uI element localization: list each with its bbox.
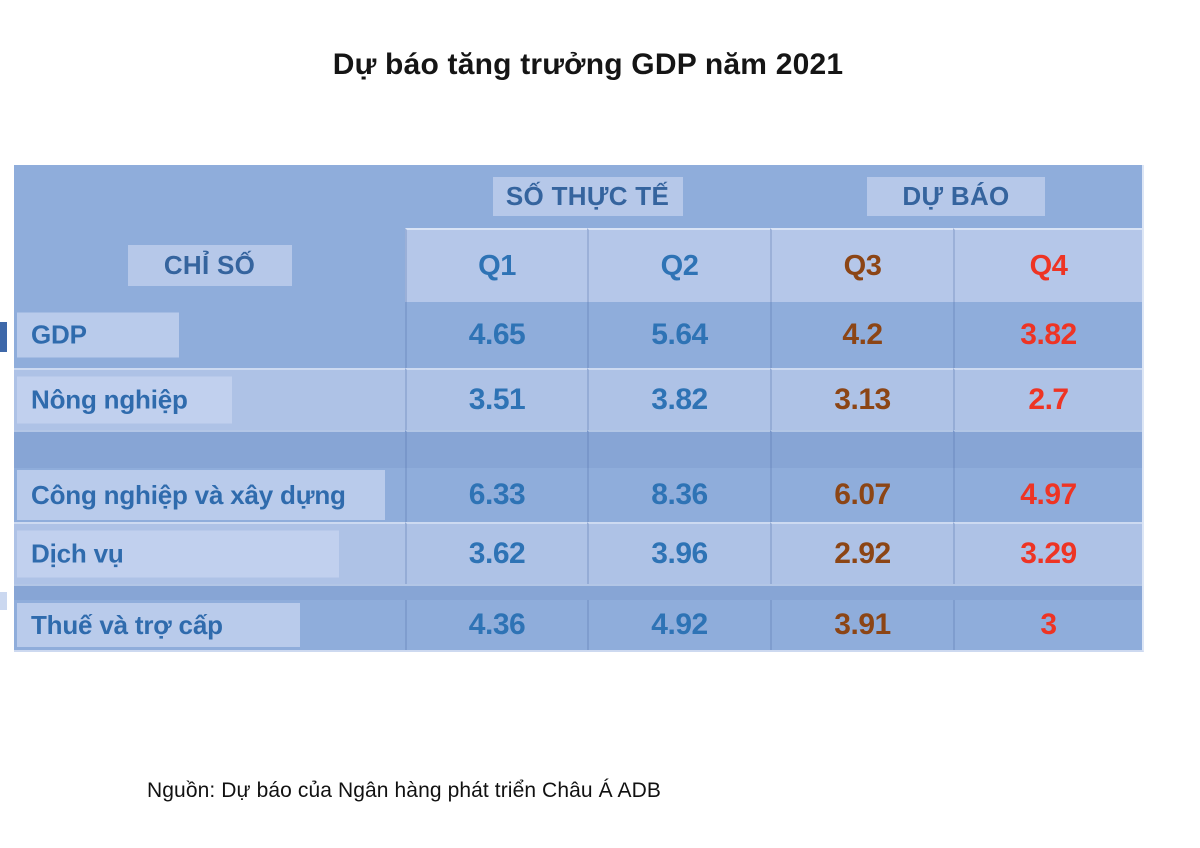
group-header-forecast: DỰ BÁO: [867, 177, 1045, 216]
spacer-cell: [587, 430, 770, 468]
group-header-actual: SỐ THỰC TẾ: [492, 177, 683, 216]
value-agriculture-q3: 3.13: [834, 383, 891, 416]
row-label-industry-text: Công nghiệp và xây dựng: [31, 479, 346, 510]
value-gdp-q4: 3.82: [1020, 318, 1077, 351]
row-label-cell-services: Dịch vụ: [14, 522, 405, 584]
q1-label: Q1: [478, 249, 516, 282]
value-services-q4: 3.29: [1020, 537, 1077, 570]
cell-industry-q4: 4.97: [953, 468, 1142, 522]
corner-cell: [14, 165, 405, 228]
cell-agriculture-q2: 3.82: [587, 368, 770, 430]
quarter-header-q4: Q4: [953, 228, 1142, 302]
row-label-cell-taxes: Thuế và trợ cấp: [14, 600, 405, 650]
value-agriculture-q4: 2.7: [1028, 383, 1069, 416]
group-header-forecast-label: DỰ BÁO: [902, 181, 1010, 211]
page-title: Dự báo tăng trưởng GDP năm 2021: [332, 48, 844, 81]
index-header-cell: CHỈ SỐ: [14, 228, 405, 302]
cell-gdp-q1: 4.65: [405, 302, 587, 368]
row-label-cell-agriculture: Nông nghiệp: [14, 368, 405, 430]
cell-gdp-q2: 5.64: [587, 302, 770, 368]
cell-services-q4: 3.29: [953, 522, 1142, 584]
value-taxes-q4: 3: [1040, 608, 1057, 641]
value-agriculture-q2: 3.82: [651, 383, 708, 416]
source-note: Nguồn: Dự báo của Ngân hàng phát triển C…: [147, 779, 661, 802]
value-industry-q4: 4.97: [1020, 478, 1077, 511]
cell-agriculture-q3: 3.13: [770, 368, 953, 430]
row-label-industry: Công nghiệp và xây dựng: [17, 470, 385, 520]
row-label-agriculture: Nông nghiệp: [17, 376, 232, 424]
cell-services-q2: 3.96: [587, 522, 770, 584]
row-label-cell-industry: Công nghiệp và xây dựng: [14, 468, 405, 522]
cell-taxes-q2: 4.92: [587, 600, 770, 650]
cell-gdp-q3: 4.2: [770, 302, 953, 368]
group-header-actual-label: SỐ THỰC TẾ: [505, 181, 670, 211]
row-label-taxes-text: Thuế và trợ cấp: [31, 609, 223, 640]
quarter-header-q2: Q2: [587, 228, 770, 302]
spacer-cell: [14, 430, 405, 468]
value-gdp-q1: 4.65: [468, 318, 526, 351]
quarter-header-q3: Q3: [770, 228, 953, 302]
value-services-q1: 3.62: [468, 537, 526, 570]
cell-taxes-q4: 3: [953, 600, 1142, 650]
group-cell-actual: SỐ THỰC TẾ: [405, 165, 770, 228]
cell-industry-q3: 6.07: [770, 468, 953, 522]
row-label-gdp-text: GDP: [31, 319, 87, 350]
value-gdp-q3: 4.2: [842, 318, 883, 351]
spacer-cell: [953, 430, 1142, 468]
index-header-box: CHỈ SỐ: [127, 244, 292, 286]
q4-label: Q4: [1029, 249, 1068, 282]
row-label-cell-gdp: GDP: [14, 302, 405, 368]
value-industry-q3: 6.07: [834, 478, 891, 511]
cell-agriculture-q1: 3.51: [405, 368, 587, 430]
row-label-agriculture-text: Nông nghiệp: [31, 384, 188, 415]
clipped-glyph-artifact: [0, 322, 7, 352]
value-agriculture-q1: 3.51: [468, 383, 526, 416]
cell-taxes-q1: 4.36: [405, 600, 587, 650]
index-header-label: CHỈ SỐ: [163, 249, 256, 280]
row-label-gdp: GDP: [17, 312, 179, 358]
cell-industry-q1: 6.33: [405, 468, 587, 522]
clipped-glyph-artifact: [0, 592, 7, 610]
cell-taxes-q3: 3.91: [770, 600, 953, 650]
spacer-cell: [405, 430, 587, 468]
value-taxes-q3: 3.91: [834, 608, 891, 641]
value-services-q3: 2.92: [834, 537, 891, 570]
row-label-taxes: Thuế và trợ cấp: [17, 603, 300, 647]
gdp-forecast-table: SỐ THỰC TẾ DỰ BÁO CHỈ SỐ Q1 Q2 Q3 Q4 GDP…: [14, 165, 1144, 652]
q3-label: Q3: [843, 249, 882, 282]
cell-industry-q2: 8.36: [587, 468, 770, 522]
value-taxes-q2: 4.92: [651, 608, 708, 641]
divider-band: [14, 584, 1142, 600]
spacer-cell: [770, 430, 953, 468]
value-industry-q1: 6.33: [468, 478, 526, 511]
cell-agriculture-q4: 2.7: [953, 368, 1142, 430]
cell-services-q1: 3.62: [405, 522, 587, 584]
row-label-services-text: Dịch vụ: [31, 538, 124, 569]
quarter-header-q1: Q1: [405, 228, 587, 302]
value-industry-q2: 8.36: [651, 478, 708, 511]
value-taxes-q1: 4.36: [468, 608, 526, 641]
value-gdp-q2: 5.64: [651, 318, 708, 351]
group-cell-forecast: DỰ BÁO: [770, 165, 1142, 228]
cell-services-q3: 2.92: [770, 522, 953, 584]
value-services-q2: 3.96: [651, 537, 708, 570]
row-label-services: Dịch vụ: [17, 530, 339, 578]
q2-label: Q2: [660, 249, 699, 282]
cell-gdp-q4: 3.82: [953, 302, 1142, 368]
